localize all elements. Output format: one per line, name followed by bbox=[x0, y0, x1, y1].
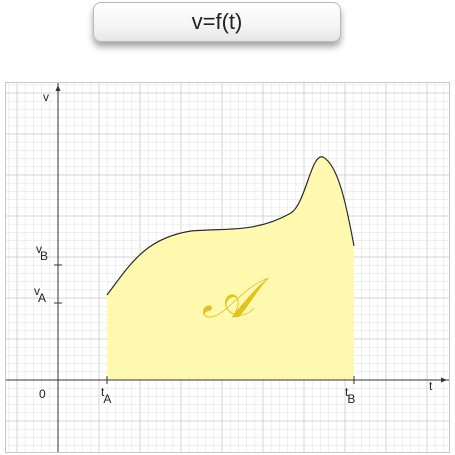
label-t-b: tB bbox=[345, 385, 355, 406]
title-box: v=f(t) bbox=[93, 2, 341, 42]
plot-area: v t 0 tA tB vA vB 𝒜 bbox=[5, 82, 450, 453]
label-v-b: vB bbox=[36, 242, 48, 263]
label-t-a-main: t bbox=[101, 385, 105, 399]
title-text: v=f(t) bbox=[191, 9, 243, 34]
label-v-a-sub: A bbox=[38, 291, 46, 305]
graph-svg: v t 0 tA tB vA vB 𝒜 bbox=[6, 83, 449, 452]
label-v-a: vA bbox=[34, 284, 46, 305]
label-t-a-sub: A bbox=[103, 392, 111, 406]
label-t-a: tA bbox=[101, 385, 111, 406]
label-v-a-main: v bbox=[34, 284, 40, 298]
curve-f-of-t bbox=[106, 156, 355, 296]
label-t-b-sub: B bbox=[347, 392, 355, 406]
origin-label: 0 bbox=[39, 387, 46, 401]
label-v-b-sub: B bbox=[40, 249, 48, 263]
label-v-b-main: v bbox=[36, 242, 42, 256]
y-axis-name: v bbox=[43, 90, 49, 104]
x-axis-arrow bbox=[441, 377, 447, 383]
x-axis-name: t bbox=[429, 379, 433, 393]
label-t-b-main: t bbox=[345, 385, 349, 399]
y-axis-arrow bbox=[55, 85, 61, 91]
